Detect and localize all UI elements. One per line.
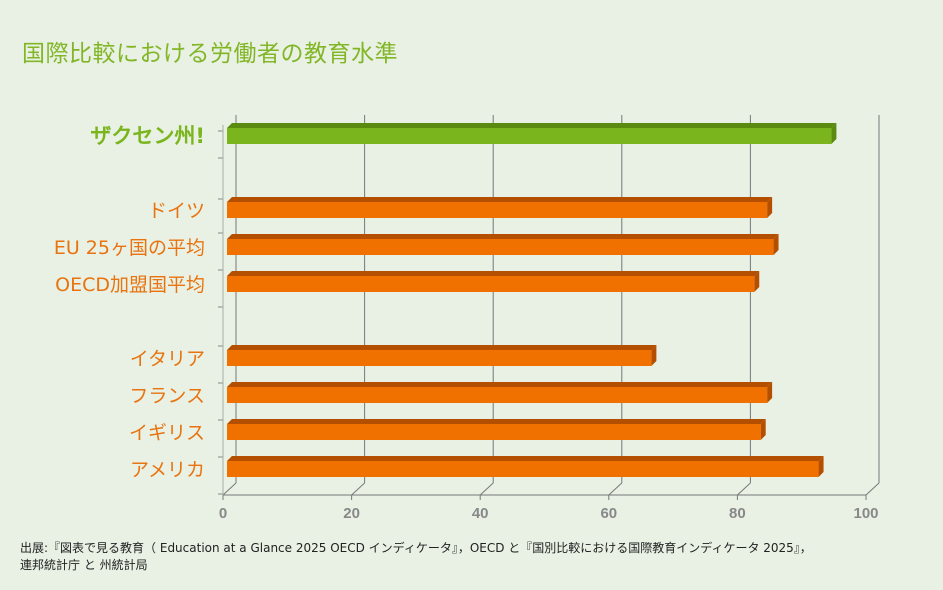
category-label: ドイツ (148, 200, 205, 222)
bar-side (754, 271, 760, 292)
bar (227, 461, 819, 477)
bar-side (760, 419, 766, 440)
category-label: ザクセン州! (90, 124, 205, 148)
category-label: フランス (129, 385, 205, 407)
category-label: イタリア (130, 348, 205, 370)
bar-side (767, 197, 773, 218)
category-label: アメリカ (130, 459, 205, 481)
bar-top (227, 123, 837, 128)
bar-top (227, 382, 773, 387)
bar (227, 202, 768, 218)
chart-title: 国際比較における労働者の教育水準 (22, 41, 398, 67)
x-tick-label: 100 (853, 505, 878, 522)
x-tick-label: 20 (343, 505, 360, 522)
source-line-1: 出展:『図表で見る教育（ Education at a Glance 2025 … (20, 541, 812, 555)
bar (227, 350, 652, 366)
bar (227, 424, 761, 440)
bar (227, 128, 832, 144)
x-tick-label: 40 (472, 505, 489, 522)
category-label: EU 25ヶ国の平均 (54, 237, 205, 259)
bar-top (227, 456, 824, 461)
bar-side (773, 234, 779, 255)
gridline-floor (865, 482, 880, 496)
bar (227, 239, 774, 255)
bar (227, 387, 768, 403)
x-tick-label: 0 (219, 505, 227, 522)
source-note: 出展:『図表で見る教育（ Education at a Glance 2025 … (20, 540, 812, 574)
bar-top (227, 234, 779, 239)
bar-side (818, 456, 824, 477)
category-label: OECD加盟国平均 (55, 274, 205, 296)
x-tick-label: 80 (729, 505, 746, 522)
bar-side (767, 382, 773, 403)
bar-chart: 0 20 40 60 80 100 ザクセン州! ドイツ EU 25ヶ国の平均 OECD加盟国平均… (54, 115, 880, 522)
gridline-floor (222, 482, 237, 496)
bar-top (227, 197, 773, 202)
bar-side (831, 123, 837, 144)
bar-side (651, 345, 657, 366)
bar-top (227, 345, 657, 350)
x-tick-label: 60 (600, 505, 617, 522)
category-label: イギリス (129, 422, 205, 444)
source-line-2: 連邦統計庁 と 州統計局 (20, 558, 148, 572)
gridline-floor (351, 482, 365, 496)
bar (227, 276, 755, 292)
bar-top (227, 419, 766, 424)
gridline-floor (608, 482, 623, 496)
bar-top (227, 271, 760, 276)
gridline-floor (737, 482, 751, 496)
gridline-floor (479, 482, 494, 496)
